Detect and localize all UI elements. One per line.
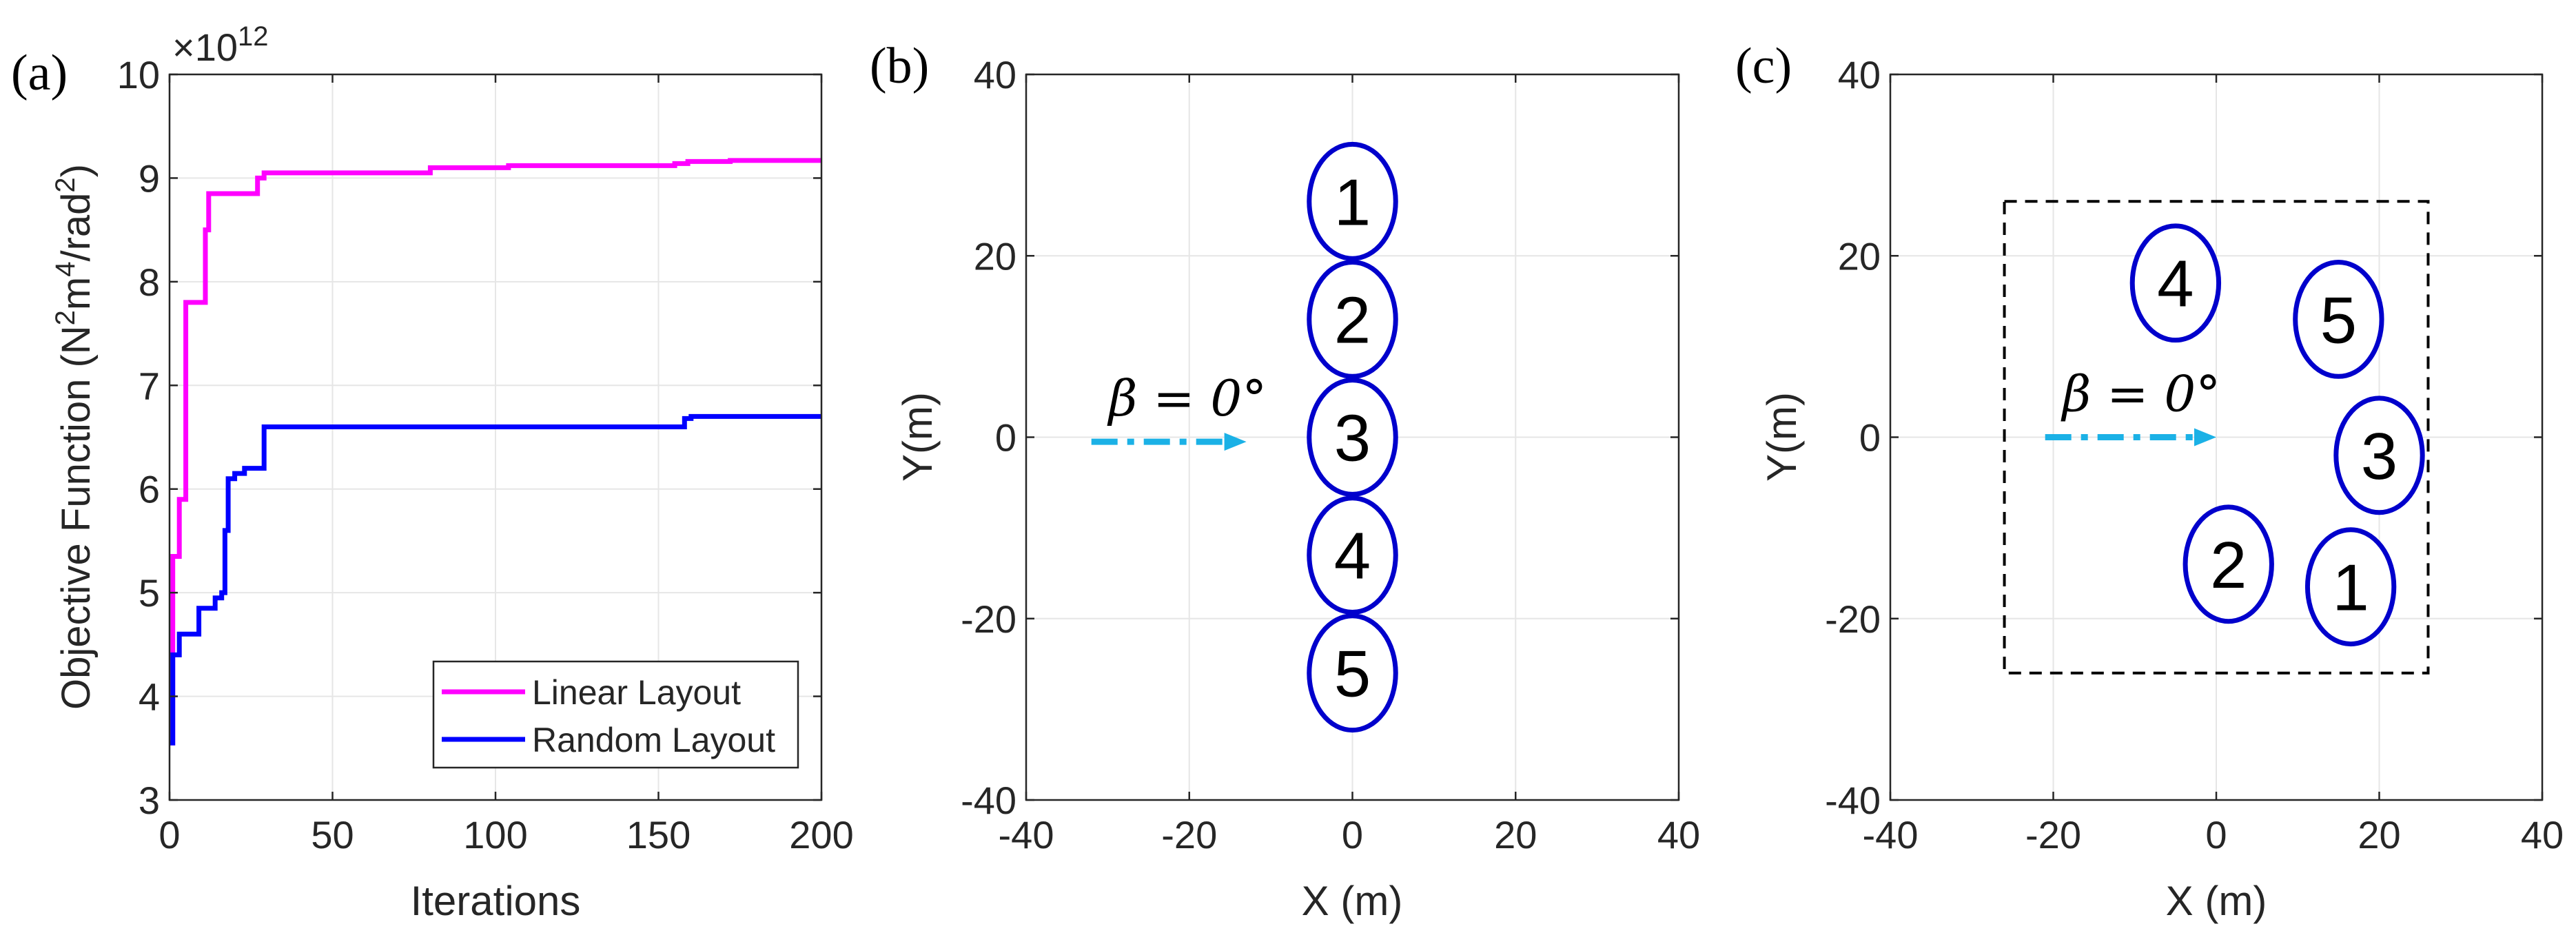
panel-label-b: (b) [870,38,929,94]
turbine-4 [2129,223,2222,343]
y-tick-label: 7 [139,364,160,407]
x-tick-label: 50 [311,813,354,856]
y-tick-label: 6 [139,468,160,511]
x-tick-label: 200 [789,813,853,856]
x-tick-label: 100 [463,813,527,856]
x-tick-label: -20 [2025,813,2081,856]
y-tick-label: -40 [1825,779,1881,822]
ticks-a [168,73,823,801]
series-line-random-layout [170,413,821,746]
turbine-label-2: 2 [1334,283,1371,357]
turbine-5 [1307,613,1398,733]
legend: Linear Layout Random Layout [432,660,799,769]
turbine-label-2: 2 [2210,529,2247,602]
y-tick-label: 20 [974,234,1016,278]
y-tick-label: -20 [961,597,1016,641]
x-axis-label-c: X (m) [2166,878,2267,924]
legend-label-random: Random Layout [532,721,775,759]
layout-boundary [2003,200,2430,675]
turbine-label-3: 3 [2361,420,2398,493]
turbine-label-5: 5 [1334,637,1371,711]
panel-label-c: (c) [1735,38,1792,94]
y-tick-label: 4 [139,675,160,719]
panel-c: (c) 1 2 3 4 5 β = 0° -40 -20 0 20 40 -40 -20… [1735,38,2564,924]
wave-arrow-head [2194,428,2216,447]
y-tick-label: -40 [961,779,1016,822]
wave-arrow-c [2045,428,2216,447]
wave-arrow-head [1224,433,1247,451]
y-tick-label: -20 [1825,597,1881,641]
turbine-5 [2293,259,2384,379]
x-tick-label: 20 [2358,813,2400,856]
y-axis-label-c: Y(m) [1759,392,1805,482]
x-tick-label: -40 [1863,813,1919,856]
ticks-b [1025,73,1680,801]
turbine-label-4: 4 [2157,247,2194,321]
x-tick-label: 150 [626,813,691,856]
y-tick-label: 5 [139,571,160,615]
x-axis-label-a: Iterations [411,878,581,924]
x-tick-label: 40 [1657,813,1700,856]
turbine-2 [2183,504,2274,624]
turbine-label-1: 1 [1334,165,1371,239]
turbine-1 [1307,141,1398,261]
x-tick-label: 0 [2205,813,2227,856]
turbine-1 [2304,527,2397,647]
turbines-c: 1 2 3 4 5 [2129,223,2425,647]
turbine-3 [2333,396,2425,515]
ticks-c [1889,73,2544,801]
wave-arrow-b [1091,433,1247,451]
turbine-2 [1307,259,1398,379]
panel-b: (b) 1 2 3 4 5 β = 0° -40 -20 0 20 40 -40 -20… [870,38,1700,924]
x-tick-label: 40 [2521,813,2564,856]
legend-label-linear: Linear Layout [532,673,741,712]
y-tick-label: 40 [1838,53,1881,96]
turbine-label-5: 5 [2320,283,2357,357]
exponent-label: ×1012 [172,21,269,69]
wave-direction-label-c: β = 0° [2061,365,2221,423]
x-tick-label: -20 [1161,813,1217,856]
series-a [170,158,821,746]
series-line-linear-layout [170,158,821,746]
x-axis-label-b: X (m) [1302,878,1403,924]
y-axis-label-b: Y(m) [895,392,941,482]
y-tick-label: 8 [139,260,160,304]
x-tick-label: 20 [1494,813,1537,856]
panel-a: (a) 0 50 100 150 200 3 4 5 6 7 8 9 10 ×1… [11,21,854,924]
x-tick-label: 0 [159,813,180,856]
panel-label-a: (a) [11,45,68,101]
turbines-b: 1 2 3 4 5 [1307,141,1398,733]
y-tick-label: 9 [139,156,160,200]
wave-direction-label-b: β = 0° [1107,369,1267,427]
x-tick-label: -40 [999,813,1054,856]
turbine-4 [1307,495,1398,615]
boundary-c [2003,200,2430,675]
turbine-label-1: 1 [2332,551,2369,625]
y-tick-label: 10 [117,53,160,96]
y-tick-label: 20 [1838,234,1881,278]
turbine-label-3: 3 [1334,402,1371,475]
y-tick-label: 40 [974,53,1016,96]
legend-box [432,660,799,769]
y-axis-label-a: Objective Function (N2m4/rad2) [50,164,99,710]
y-tick-label: 0 [1859,416,1881,460]
y-tick-label: 3 [139,779,160,822]
turbine-label-4: 4 [1334,520,1371,593]
x-tick-label: 0 [1342,813,1363,856]
turbine-3 [1307,378,1398,497]
y-tick-label: 0 [995,416,1016,460]
